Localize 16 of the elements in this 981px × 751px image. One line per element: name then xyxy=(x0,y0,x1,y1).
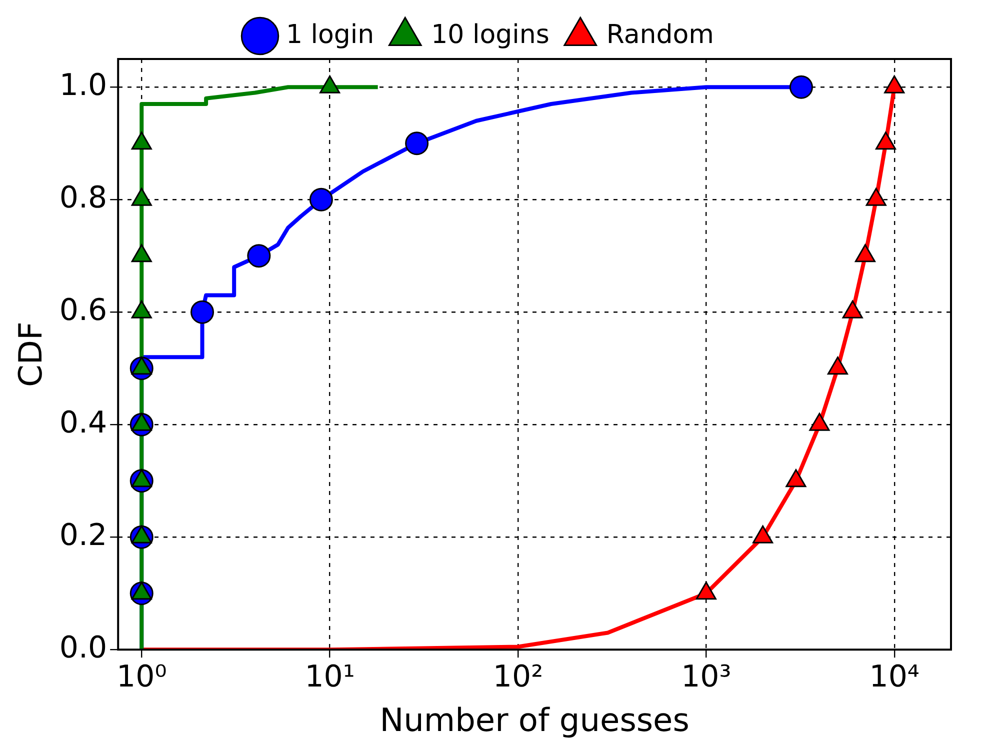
x-tick-label: 10² xyxy=(492,659,544,694)
y-tick-label: 0.4 xyxy=(59,405,108,440)
x-axis-title: Number of guesses xyxy=(380,701,690,740)
x-tick-label: 10¹ xyxy=(304,659,355,694)
legend-label: Random xyxy=(606,20,714,50)
y-tick-label: 0.2 xyxy=(59,518,108,553)
y-axis-title: CDF xyxy=(12,322,50,387)
legend-label: 10 logins xyxy=(431,20,550,50)
x-tick-label: 10³ xyxy=(681,659,732,694)
x-tick-label: 10⁰ xyxy=(116,659,167,694)
legend-label: 1 login xyxy=(286,20,374,50)
y-tick-label: 0.0 xyxy=(59,630,108,666)
y-tick-label: 0.8 xyxy=(59,180,108,216)
y-tick-label: 1.0 xyxy=(59,68,108,103)
y-tick-label: 0.6 xyxy=(59,292,108,328)
x-tick-label: 10⁴ xyxy=(869,659,920,694)
